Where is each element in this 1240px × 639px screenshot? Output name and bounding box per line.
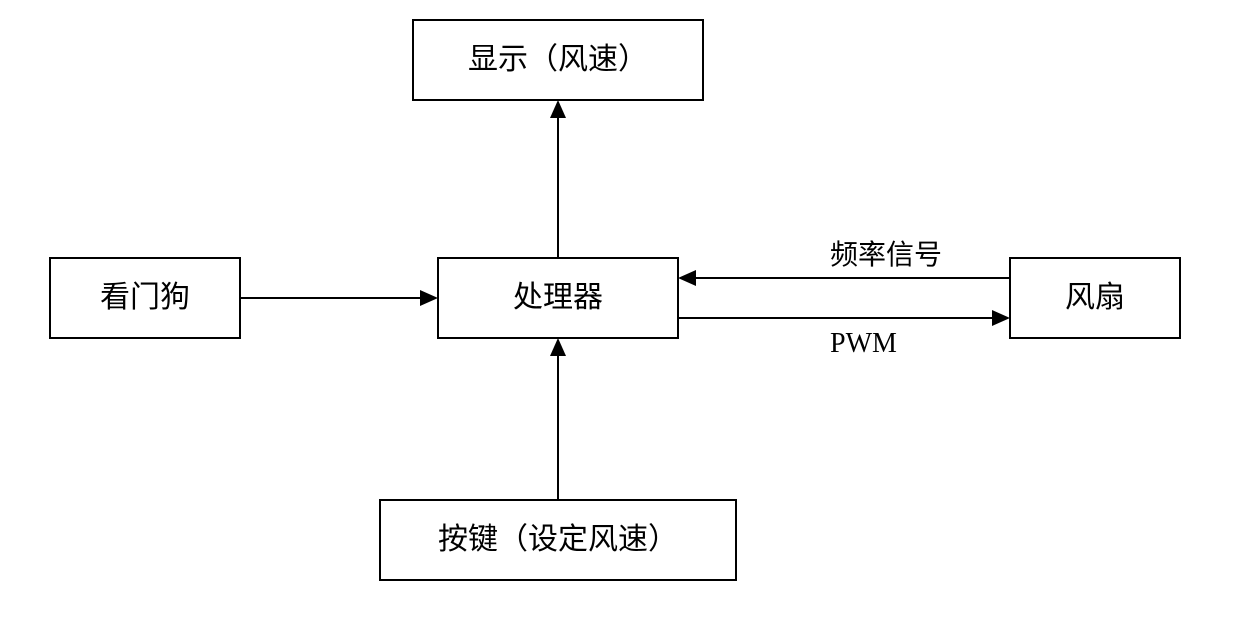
edge-proc-to-display	[550, 100, 566, 258]
arrowhead-icon	[992, 310, 1010, 326]
node-display-label: 显示（风速）	[468, 43, 648, 76]
node-keys-label: 按键（设定风速）	[438, 523, 678, 556]
node-watchdog: 看门狗	[50, 258, 240, 338]
edge-watch-to-proc	[240, 290, 438, 306]
edge-label-pwm: PWM	[830, 328, 897, 359]
arrowhead-icon	[550, 100, 566, 118]
arrowhead-icon	[550, 338, 566, 356]
node-fan: 风扇	[1010, 258, 1180, 338]
node-processor: 处理器	[438, 258, 678, 338]
diagram-canvas: 显示（风速） 处理器 看门狗 风扇 按键（设定风速） 频率信号	[0, 0, 1240, 639]
edge-keys-to-proc	[550, 338, 566, 500]
arrowhead-icon	[678, 270, 696, 286]
node-processor-label: 处理器	[513, 281, 603, 314]
node-fan-label: 风扇	[1065, 281, 1125, 314]
node-watchdog-label: 看门狗	[100, 281, 190, 314]
edge-label-freq: 频率信号	[830, 239, 942, 271]
edge-proc-to-fan: PWM	[678, 310, 1010, 359]
edge-fan-to-proc: 频率信号	[678, 239, 1010, 286]
node-keys: 按键（设定风速）	[380, 500, 736, 580]
node-display: 显示（风速）	[413, 20, 703, 100]
arrowhead-icon	[420, 290, 438, 306]
